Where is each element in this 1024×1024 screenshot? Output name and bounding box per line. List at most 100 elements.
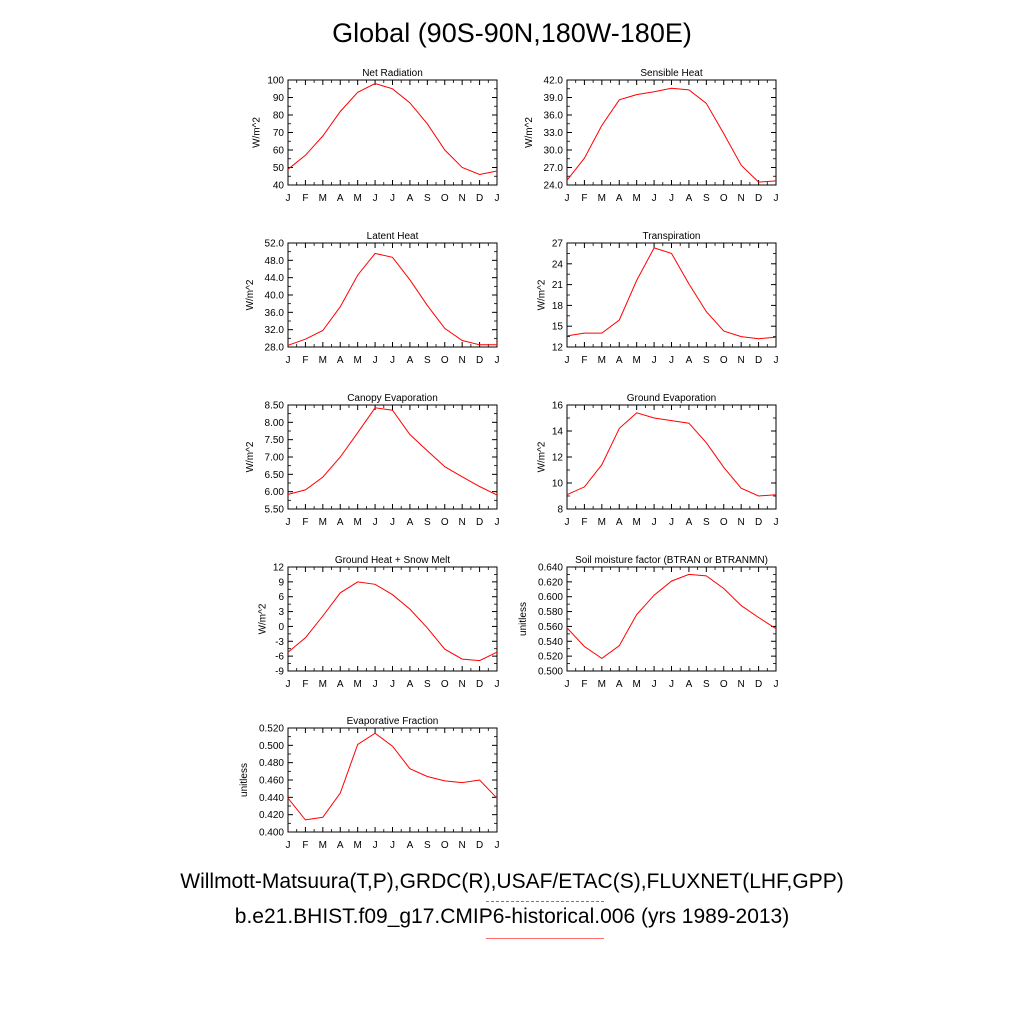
series-line xyxy=(287,82,498,176)
x-tick-label: J xyxy=(774,193,779,204)
y-tick-label: -6 xyxy=(275,652,284,663)
y-tick-label: 0.520 xyxy=(259,724,284,735)
x-tick-label: O xyxy=(720,517,728,528)
x-tick-label: S xyxy=(703,355,710,366)
chart-title: Latent Heat xyxy=(367,231,419,242)
x-tick-label: D xyxy=(476,840,483,851)
y-tick-label: 8 xyxy=(557,505,563,516)
x-tick-label: N xyxy=(459,840,466,851)
y-tick-label: 8.50 xyxy=(265,401,285,412)
x-tick-label: S xyxy=(424,679,431,690)
series-line xyxy=(287,407,498,496)
x-tick-label: D xyxy=(476,355,483,366)
y-tick-label: 0.400 xyxy=(259,828,284,839)
y-tick-label: 18 xyxy=(552,301,564,312)
x-tick-label: J xyxy=(495,355,500,366)
x-tick-label: M xyxy=(598,517,606,528)
y-tick-label: 50 xyxy=(273,163,285,174)
x-tick-label: J xyxy=(669,679,674,690)
x-tick-label: J xyxy=(652,193,657,204)
legend-obs-label: Willmott-Matsuura(T,P),GRDC(R),USAF/ETAC… xyxy=(180,870,844,893)
y-tick-label: 36.0 xyxy=(544,111,564,122)
chart-title: Net Radiation xyxy=(362,68,423,79)
plot-frame xyxy=(566,566,777,672)
x-tick-label: A xyxy=(616,679,623,690)
x-tick-label: M xyxy=(598,679,606,690)
x-tick-label: D xyxy=(476,517,483,528)
y-tick-label: -9 xyxy=(275,667,284,678)
y-tick-label: 0.460 xyxy=(259,776,284,787)
x-tick-label: N xyxy=(459,193,466,204)
x-tick-label: J xyxy=(286,517,291,528)
x-tick-label: A xyxy=(337,517,344,528)
x-tick-label: J xyxy=(286,840,291,851)
y-tick-label: 9 xyxy=(278,577,284,588)
x-tick-label: M xyxy=(353,840,361,851)
plot-frame xyxy=(287,566,498,672)
x-tick-label: S xyxy=(703,679,710,690)
y-tick-label: 90 xyxy=(273,93,285,104)
chart-title: Ground Heat + Snow Melt xyxy=(335,555,451,566)
x-tick-label: N xyxy=(459,517,466,528)
x-tick-label: M xyxy=(632,517,640,528)
x-tick-label: J xyxy=(390,840,395,851)
x-tick-label: J xyxy=(495,193,500,204)
y-tick-label: 6 xyxy=(278,592,284,603)
chart-title: Soil moisture factor (BTRAN or BTRANMN) xyxy=(575,555,768,566)
y-tick-label: 12 xyxy=(552,453,564,464)
y-tick-label: 52.0 xyxy=(265,239,285,250)
x-tick-label: M xyxy=(319,517,327,528)
x-tick-label: O xyxy=(441,679,449,690)
series-line xyxy=(566,412,777,497)
x-tick-label: F xyxy=(302,193,308,204)
y-tick-label: 30.0 xyxy=(544,146,564,157)
y-tick-label: -3 xyxy=(275,637,284,648)
x-tick-label: S xyxy=(703,517,710,528)
x-tick-label: A xyxy=(686,679,693,690)
x-tick-label: S xyxy=(424,517,431,528)
legend-model-swatch xyxy=(486,938,604,939)
x-tick-label: M xyxy=(353,517,361,528)
y-axis-label: W/m^2 xyxy=(258,603,269,634)
x-tick-label: J xyxy=(669,517,674,528)
y-tick-label: 7.00 xyxy=(265,453,285,464)
y-tick-label: 8.00 xyxy=(265,418,285,429)
series-line xyxy=(566,573,777,660)
y-tick-label: 39.0 xyxy=(544,93,564,104)
x-tick-label: M xyxy=(319,355,327,366)
x-tick-label: J xyxy=(286,679,291,690)
x-tick-label: N xyxy=(738,355,745,366)
y-axis-label: W/m^2 xyxy=(537,279,548,310)
y-tick-label: 100 xyxy=(267,76,284,87)
x-tick-label: J xyxy=(652,517,657,528)
x-tick-label: J xyxy=(373,517,378,528)
y-tick-label: 21 xyxy=(552,280,564,291)
y-tick-label: 44.0 xyxy=(265,273,285,284)
y-tick-label: 3 xyxy=(278,607,284,618)
y-tick-label: 6.00 xyxy=(265,487,285,498)
y-axis-label: W/m^2 xyxy=(245,279,256,310)
x-tick-label: O xyxy=(441,840,449,851)
y-axis-label: W/m^2 xyxy=(524,117,535,148)
x-tick-label: S xyxy=(424,355,431,366)
x-tick-label: J xyxy=(373,840,378,851)
x-tick-label: M xyxy=(632,355,640,366)
x-tick-label: J xyxy=(669,193,674,204)
x-tick-label: M xyxy=(353,679,361,690)
x-tick-label: M xyxy=(598,193,606,204)
y-tick-label: 0.420 xyxy=(259,810,284,821)
y-tick-label: 0.440 xyxy=(259,793,284,804)
x-tick-label: A xyxy=(337,840,344,851)
x-tick-label: A xyxy=(407,679,414,690)
x-tick-label: A xyxy=(407,840,414,851)
x-tick-label: J xyxy=(390,517,395,528)
x-tick-label: A xyxy=(686,193,693,204)
y-axis-label: W/m^2 xyxy=(245,441,256,472)
x-tick-label: A xyxy=(407,193,414,204)
plot-frame xyxy=(287,727,498,833)
y-tick-label: 24 xyxy=(552,259,564,270)
